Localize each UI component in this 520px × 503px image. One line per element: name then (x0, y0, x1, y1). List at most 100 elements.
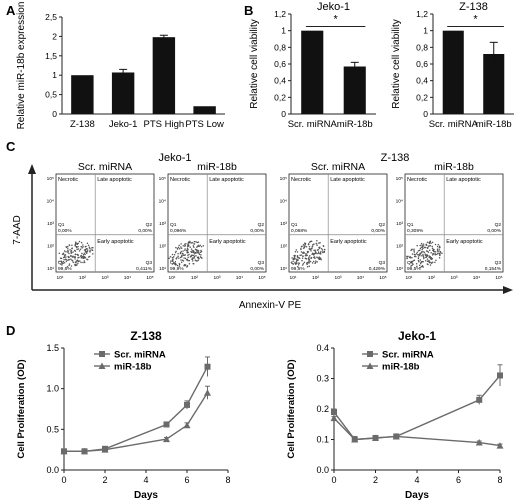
event-dot (186, 251, 189, 254)
x-tick-label: 2 (373, 475, 378, 485)
event-dot (61, 261, 63, 263)
event-dot (194, 259, 197, 261)
event-dot (197, 244, 200, 247)
line-chart-D1: Z-138 0.0 0.5 1.0 1.5 0 2 4 6 8 Days Cell Prolifera… (16, 329, 231, 501)
x-tick-label: 10⁴ (124, 275, 131, 281)
q3-name: Q3 (379, 260, 386, 266)
y-tick-label: 0.3 (316, 374, 329, 384)
event-dot (62, 252, 65, 254)
event-dot (311, 262, 314, 264)
y-tick-label: 0,2 (416, 92, 428, 102)
event-dot (186, 258, 189, 261)
event-dot (421, 251, 423, 253)
x-tick-label: 10⁵ (258, 275, 265, 281)
y-tick-label: 0,6 (274, 59, 286, 69)
event-dot (190, 254, 192, 257)
event-dot (75, 241, 77, 243)
event-dot (196, 241, 198, 244)
panel-letter-d: D (6, 323, 15, 338)
x-tick-label: 6 (456, 475, 461, 485)
event-dot (313, 253, 316, 255)
y-tick-label: 0.1 (316, 435, 329, 445)
event-dot (195, 241, 197, 243)
event-dot (312, 260, 315, 263)
y-tick-label: 0 (281, 109, 286, 119)
event-dot (178, 265, 181, 267)
event-dot (83, 252, 86, 255)
x-tick-label: 0 (331, 475, 336, 485)
y-tick-label: 1 (423, 26, 428, 36)
significance-star: * (333, 14, 338, 26)
event-dot (184, 257, 187, 260)
event-dot (193, 252, 196, 255)
event-dot (320, 248, 323, 250)
event-dot (428, 255, 430, 257)
event-dot (436, 253, 438, 256)
event-dot (191, 260, 194, 262)
event-dot (63, 250, 66, 252)
event-dot (425, 246, 427, 249)
chart-title: Jeko-1 (398, 329, 436, 343)
q4-name: Q4 (58, 260, 65, 266)
event-dot (82, 256, 85, 259)
event-dot (80, 241, 83, 244)
event-dot (91, 249, 94, 252)
event-dot (196, 250, 198, 252)
x-tick-label: 10⁵ (495, 275, 502, 281)
event-dot (323, 248, 326, 251)
data-point (351, 436, 359, 443)
event-dot (182, 250, 184, 252)
event-dot (69, 249, 71, 251)
event-dot (87, 256, 90, 258)
event-dot (316, 261, 318, 263)
event-dot (311, 252, 314, 254)
event-dot (430, 251, 432, 254)
panel-letter-b: B (244, 3, 253, 18)
event-dot (84, 253, 86, 256)
legend-label: miR-18b (382, 362, 420, 373)
event-dot (413, 248, 415, 251)
series-line (64, 366, 209, 452)
q3-value: 0,154% (485, 266, 502, 272)
y-axis-label: 7-AAD (12, 215, 23, 244)
event-dot (193, 243, 196, 245)
event-dot (422, 247, 424, 249)
event-dot (416, 265, 418, 268)
event-dot (308, 245, 311, 248)
event-dot (432, 253, 435, 255)
event-dot (311, 253, 313, 256)
x-tick-label: 10² (428, 275, 435, 281)
y-tick-label: 0,5 (45, 90, 57, 100)
event-dot (61, 253, 64, 255)
q3-value: 0,00% (250, 266, 264, 272)
event-dot (74, 253, 77, 255)
legend-marker (367, 351, 373, 357)
event-dot (318, 242, 320, 244)
y-tick-label: 1,5 (45, 51, 57, 61)
event-dot (71, 260, 74, 262)
event-dot (196, 260, 198, 262)
x-arrow-head (503, 286, 513, 294)
event-dot (187, 242, 190, 244)
event-dot (179, 251, 182, 254)
event-dot (74, 263, 76, 266)
event-dot (180, 250, 183, 253)
y-tick-label: 10¹ (396, 266, 403, 272)
event-dot (79, 260, 81, 262)
event-dot (172, 262, 175, 265)
x-tick-label: 10¹ (169, 275, 176, 281)
event-dot (192, 257, 194, 259)
significance-star: * (473, 14, 478, 26)
event-dot (169, 256, 172, 258)
event-dot (197, 256, 200, 258)
x-tick-label: 10² (191, 275, 198, 281)
event-dot (316, 240, 318, 242)
y-tick-label: 2 (52, 31, 57, 41)
event-dot (313, 249, 315, 251)
event-dot (307, 262, 309, 264)
event-dot (411, 256, 413, 259)
q2-value: 0,00% (487, 228, 501, 234)
bar (152, 37, 176, 115)
event-dot (70, 249, 73, 252)
